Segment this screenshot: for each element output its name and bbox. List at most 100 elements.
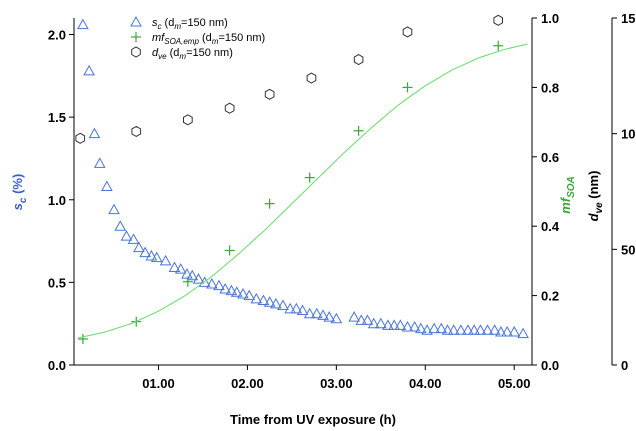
sc-point (408, 320, 421, 332)
sc-point (284, 302, 296, 314)
legend: sc (dm=150 nm)mfSOA,emp (dm=150 nm)dve (… (152, 17, 265, 61)
sc-point (317, 309, 329, 320)
legend-marker (130, 15, 142, 27)
sc-point (488, 324, 501, 335)
right1-tick-label: 0.6 (541, 150, 559, 165)
axes: 01.00 02.00 03.00 04.00 05.00 Time from UV ex… (10, 11, 636, 427)
sc-point (296, 304, 309, 315)
sc-point (263, 296, 276, 307)
sc-point (435, 322, 448, 334)
mf-point (182, 276, 193, 287)
sc-point (348, 311, 360, 322)
sc-point (303, 307, 316, 319)
sc-point (270, 297, 282, 309)
sc-point (145, 249, 158, 261)
sc-point (77, 18, 89, 30)
right2-tick-label: 0 (621, 358, 628, 373)
sc-point (508, 325, 521, 337)
sc-point (88, 127, 101, 139)
legend-entry: sc (dm=150 nm) (152, 17, 228, 31)
right2-tick-label: 150 (621, 11, 636, 26)
series-layer (75, 14, 529, 344)
sc-point (186, 269, 199, 281)
mf-point (224, 245, 235, 256)
mf-point (264, 198, 275, 209)
dve-point (224, 102, 235, 114)
sc-point (205, 278, 218, 289)
legend-marker (131, 32, 141, 42)
sc-point (225, 284, 238, 296)
right1-axis-title: mfSOA (558, 176, 577, 214)
legend-entry: mfSOA,emp (dm=150 nm) (152, 32, 265, 46)
sc-point (323, 311, 336, 322)
sc-point (120, 230, 133, 241)
sc-point (219, 282, 232, 294)
sc-point (394, 319, 407, 330)
left-tick-label: 0.5 (48, 275, 66, 290)
sc-point (174, 263, 187, 274)
mf-point (402, 82, 413, 93)
sc-point (501, 325, 513, 337)
sc-point (388, 319, 401, 330)
sc-point (401, 320, 414, 332)
sc-point (474, 324, 487, 335)
dve-point (75, 132, 86, 144)
left-axis-title: sc (%) (10, 174, 29, 211)
right1-tick-label: 1.0 (541, 11, 559, 26)
right1-tick-label: 0.0 (541, 358, 559, 373)
mf-point (493, 40, 504, 51)
sc-point (192, 273, 205, 284)
sc-point (159, 254, 172, 266)
sc-point (481, 324, 494, 335)
sc-point (83, 64, 95, 76)
sc-point (310, 307, 323, 319)
dve-point (264, 88, 275, 100)
sc-point (441, 324, 454, 335)
dve-point (131, 125, 142, 137)
sc-point (455, 324, 467, 335)
sc-point (150, 251, 163, 263)
right2-tick-label: 50 (621, 242, 635, 257)
left-tick-label: 1.0 (48, 193, 66, 208)
x-tick-label: 03.00 (320, 376, 353, 391)
right1-tick-label: 0.4 (541, 219, 560, 234)
mf-point (77, 333, 88, 344)
x-tick-label: 04.00 (409, 376, 442, 391)
sc-point (101, 180, 113, 192)
sc-point (382, 319, 394, 330)
sc-point (133, 241, 145, 253)
dve-point (493, 14, 503, 26)
sc-point (108, 203, 120, 215)
sc-point (213, 279, 225, 291)
sc-point (198, 276, 211, 287)
right2-axis-title: dve (nm) (586, 171, 605, 222)
mf-fit-line (78, 43, 528, 339)
left-tick-label: 2.0 (48, 28, 66, 43)
sc-point (230, 286, 243, 297)
dve-point (353, 54, 364, 66)
sc-point (462, 324, 474, 335)
sc-point (250, 292, 263, 304)
sc-point (237, 287, 249, 299)
sc-point (127, 233, 140, 244)
left-tick-label: 0.0 (48, 358, 66, 373)
sc-point (517, 327, 529, 339)
right2-tick-label: 100 (621, 127, 636, 142)
sc-point (168, 261, 181, 273)
x-tick-label: 01.00 (142, 376, 175, 391)
mf-point (304, 172, 315, 183)
x-tick-label: 05.00 (498, 376, 531, 391)
sc-point (495, 325, 507, 337)
sc-point (447, 324, 460, 335)
sc-point (330, 312, 343, 324)
x-axis-title: Time from UV exposure (h) (230, 412, 396, 427)
sc-point (421, 324, 433, 335)
dve-point (183, 114, 193, 126)
sc-point (367, 317, 380, 329)
right1-tick-label: 0.8 (541, 80, 559, 95)
sc-point (93, 157, 106, 168)
sc-point (257, 294, 270, 306)
right1-tick-label: 0.2 (541, 289, 559, 304)
sc-point (414, 322, 427, 334)
